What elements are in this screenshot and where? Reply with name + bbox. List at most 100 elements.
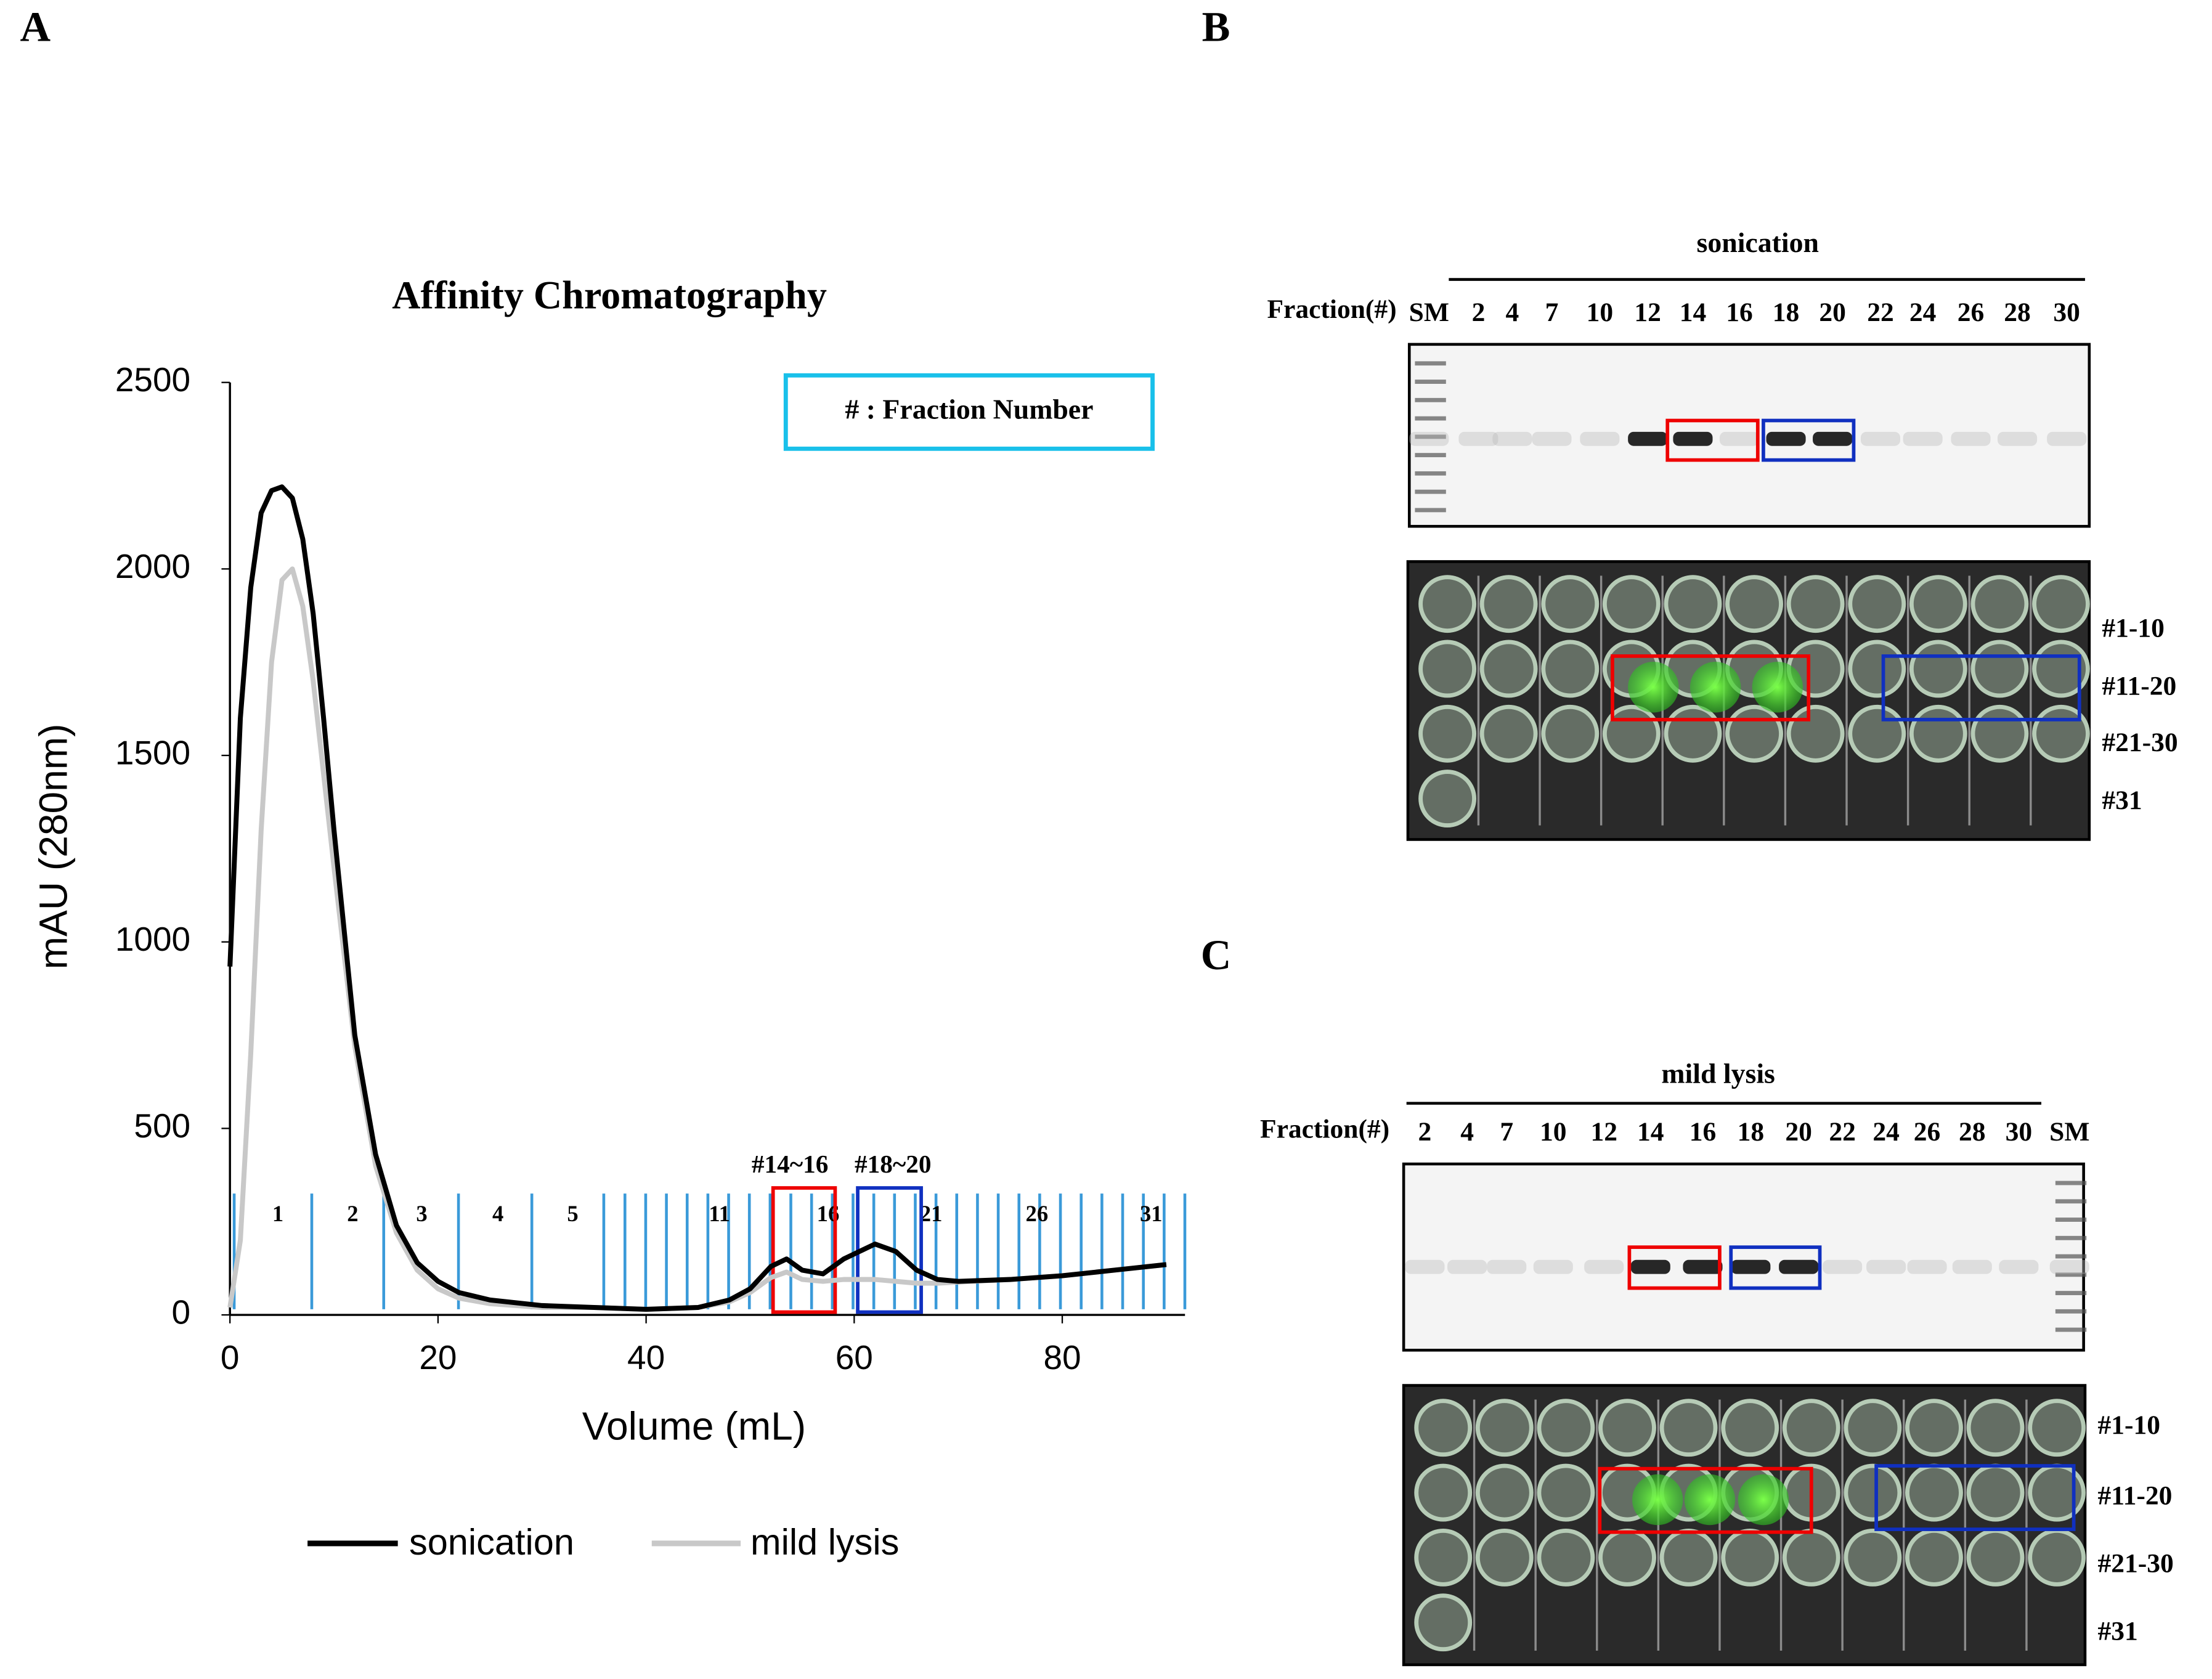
gel-band bbox=[1779, 1259, 1819, 1274]
lane-label: 18 bbox=[1773, 298, 1800, 327]
lane-label: 26 bbox=[1958, 298, 1984, 327]
lane-label: 22 bbox=[1829, 1117, 1856, 1147]
gel-image bbox=[1407, 343, 2091, 528]
tube bbox=[1721, 1399, 1779, 1457]
fraction-label: 21 bbox=[920, 1201, 943, 1226]
tube bbox=[1475, 1399, 1534, 1457]
gel-band bbox=[1628, 431, 1668, 446]
ladder-band bbox=[1415, 489, 1446, 494]
fraction-label: 31 bbox=[1140, 1201, 1163, 1226]
lane-label: 30 bbox=[2006, 1117, 2033, 1147]
tube bbox=[1970, 640, 2029, 698]
tube bbox=[1664, 575, 1722, 633]
lane-label: 2 bbox=[1418, 1117, 1432, 1147]
tube bbox=[1418, 640, 1477, 698]
ladder-band bbox=[1415, 434, 1446, 439]
lane-label: 14 bbox=[1680, 298, 1706, 327]
tube bbox=[1848, 575, 1906, 633]
panel-label: A bbox=[20, 3, 51, 50]
tube bbox=[1782, 1399, 1840, 1457]
tube bbox=[1966, 1399, 2025, 1457]
tube bbox=[1909, 704, 1967, 763]
rack-box bbox=[1874, 1464, 2076, 1531]
tube bbox=[1598, 1399, 1656, 1457]
tube bbox=[1414, 1463, 1473, 1522]
green-tube bbox=[1689, 662, 1741, 713]
gel-band bbox=[1532, 431, 1572, 446]
green-tube bbox=[1752, 662, 1803, 713]
tube bbox=[1479, 575, 1538, 633]
lane-label: 7 bbox=[1545, 298, 1559, 327]
gel-band bbox=[1731, 1259, 1771, 1274]
lane-label: 10 bbox=[1540, 1117, 1566, 1147]
lane-label: 12 bbox=[1590, 1117, 1617, 1147]
fraction-label: 5 bbox=[567, 1201, 578, 1226]
tube bbox=[1905, 1463, 1963, 1522]
gel-band bbox=[1866, 1259, 1906, 1274]
row-label: #21-30 bbox=[2102, 728, 2177, 757]
y-tick-label: 2000 bbox=[115, 547, 190, 585]
lane-label: SM bbox=[1409, 298, 1449, 327]
tube bbox=[1970, 704, 2029, 763]
row-label: #11-20 bbox=[2102, 672, 2176, 701]
tube bbox=[1475, 1463, 1534, 1522]
data-line bbox=[227, 566, 1167, 1312]
ladder-band bbox=[2055, 1291, 2087, 1296]
chart-title: Affinity Chromatography bbox=[392, 273, 827, 317]
tube bbox=[1602, 575, 1661, 633]
ladder-band bbox=[1415, 397, 1446, 402]
gel-band bbox=[1951, 431, 1991, 446]
tube bbox=[1905, 1399, 1963, 1457]
tube bbox=[1418, 575, 1477, 633]
y-axis-label: mAU (280nm) bbox=[31, 723, 76, 969]
gel-box bbox=[1665, 418, 1760, 462]
gel-band bbox=[2049, 1259, 2089, 1274]
panel-label: B bbox=[1202, 3, 1230, 50]
tube bbox=[1475, 1528, 1534, 1587]
tube bbox=[1844, 1463, 1902, 1522]
tube bbox=[1844, 1528, 1902, 1587]
tube bbox=[1848, 640, 1906, 698]
tube bbox=[1414, 1399, 1473, 1457]
lane-label: 24 bbox=[1909, 298, 1937, 327]
lane-label: 20 bbox=[1819, 298, 1845, 327]
tube bbox=[2028, 1528, 2086, 1587]
tube bbox=[1786, 575, 1845, 633]
gel-band bbox=[1533, 1259, 1573, 1274]
lane-label: 14 bbox=[1637, 1117, 1664, 1147]
tube bbox=[1966, 1528, 2025, 1587]
fraction-label: 3 bbox=[416, 1201, 427, 1226]
gel-box bbox=[1762, 418, 1856, 462]
tube bbox=[1537, 1399, 1595, 1457]
tube bbox=[1664, 704, 1722, 763]
lane-label: 28 bbox=[2004, 298, 2031, 327]
tube bbox=[1659, 1528, 1718, 1587]
y-tick-label: 0 bbox=[172, 1293, 191, 1331]
highlight-box bbox=[771, 1186, 837, 1314]
tube bbox=[1782, 1528, 1840, 1587]
ladder-band bbox=[1415, 361, 1446, 366]
legend-label: sonication bbox=[409, 1521, 574, 1563]
lane-label: 4 bbox=[1506, 298, 1519, 327]
tube bbox=[1537, 1463, 1595, 1522]
ladder-band bbox=[2055, 1254, 2087, 1259]
ladder-band bbox=[2055, 1327, 2087, 1332]
gel-band bbox=[1487, 1259, 1527, 1274]
rack-box bbox=[1611, 654, 1811, 722]
gel-band bbox=[1630, 1259, 1670, 1274]
row-label: #31 bbox=[2098, 1616, 2138, 1646]
tube bbox=[1848, 704, 1906, 763]
lane-label: 16 bbox=[1689, 1117, 1717, 1147]
gel-band bbox=[1409, 431, 1449, 446]
tube bbox=[1541, 640, 1600, 698]
tube bbox=[1418, 770, 1477, 828]
fraction-label: 26 bbox=[1026, 1201, 1049, 1226]
tube bbox=[1721, 1528, 1779, 1587]
gel-band bbox=[2047, 431, 2087, 446]
legend-box bbox=[783, 373, 1155, 451]
tube bbox=[1786, 704, 1845, 763]
tube bbox=[1479, 640, 1538, 698]
x-tick-label: 60 bbox=[836, 1338, 873, 1376]
gel-band bbox=[1580, 431, 1620, 446]
gel-band bbox=[1813, 431, 1853, 446]
